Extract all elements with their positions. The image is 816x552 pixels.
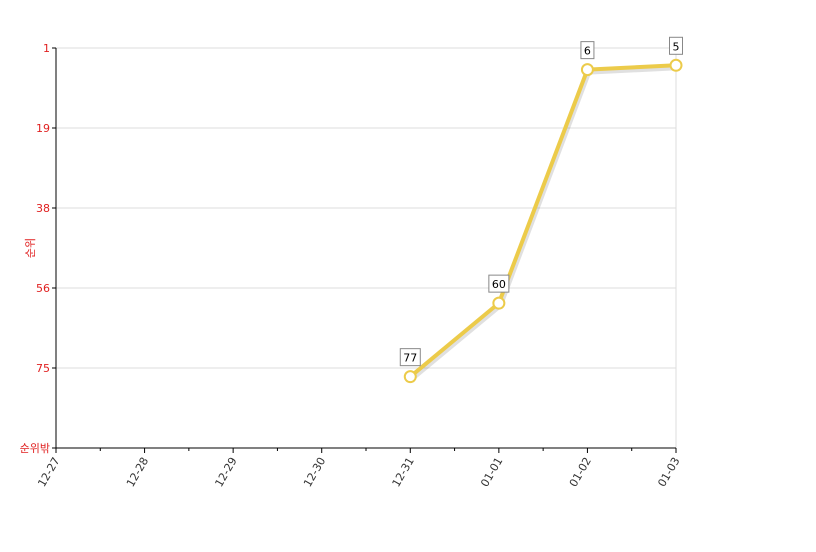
data-label-box: [399, 348, 421, 367]
y-tick-label: 75: [36, 362, 50, 375]
data-label-box: [669, 36, 683, 55]
data-label: 60: [492, 278, 506, 291]
series-line: [409, 63, 677, 379]
x-tick-label: 12-30: [301, 455, 328, 489]
y-tick-label: 순위밖: [20, 442, 50, 455]
y-axis-title: 순위: [24, 238, 37, 258]
data-label: 5: [673, 40, 680, 53]
data-label: 77: [403, 352, 417, 365]
data-label-box: [580, 41, 595, 60]
x-tick-label: 01-01: [478, 455, 505, 489]
y-tick-label: 56: [36, 282, 50, 295]
point: [403, 370, 417, 384]
point: [580, 63, 594, 77]
data-label: 6: [584, 45, 591, 58]
x-tick-label: 01-02: [567, 455, 594, 489]
y-tick-label: 1: [43, 42, 50, 55]
point: [669, 58, 683, 72]
line-shadow: [409, 64, 678, 381]
x-tick-label: 12-28: [124, 455, 151, 489]
y-tick-label: 38: [36, 202, 50, 215]
x-tick-label: 12-29: [212, 455, 239, 489]
point: [492, 296, 506, 310]
x-tick-label: 12-31: [390, 455, 417, 489]
x-tick-label: 12-27: [35, 455, 62, 489]
data-label-box: [488, 274, 510, 293]
y-tick-label: 19: [36, 122, 50, 135]
x-tick-label: 01-03: [655, 455, 682, 489]
